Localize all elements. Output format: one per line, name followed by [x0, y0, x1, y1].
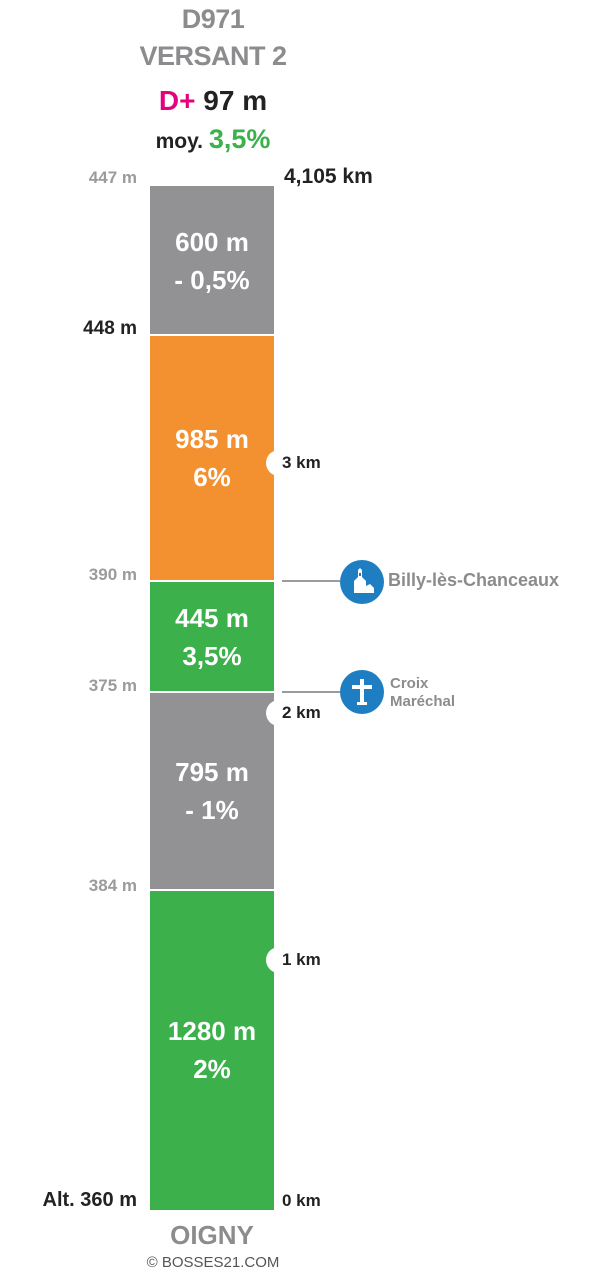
poi-label-line: Maréchal	[390, 693, 456, 710]
altitude-label: 448 m	[83, 318, 137, 339]
segment-grade: 6%	[193, 462, 231, 492]
segment-grade: - 0,5%	[174, 264, 250, 295]
poi-label: Billy-lès-Chanceaux	[388, 570, 560, 590]
copyright: © BOSSES21.COM	[146, 1254, 280, 1271]
altitude-label: 375 m	[88, 676, 137, 695]
altitude-start: Alt. 360 m	[42, 1189, 137, 1211]
km-marker: 3 km	[282, 453, 321, 472]
dplus-value: 97 m	[203, 85, 268, 116]
segment-divider	[150, 334, 274, 336]
poi-label-line: Croix	[390, 675, 429, 692]
elevation-gain: D+ 97 m	[0, 85, 426, 117]
segment-divider	[150, 889, 274, 891]
segment-3: 445 m 3,5%	[150, 581, 274, 692]
km-marker: 1 km	[282, 950, 321, 969]
versant-title: VERSANT 2	[139, 41, 287, 71]
segment-length: 795 m	[175, 757, 249, 787]
start-town: OIGNY	[170, 1220, 254, 1250]
segment-length: 445 m	[175, 602, 249, 633]
segment-grade: 2%	[193, 1054, 231, 1084]
distance-top: 4,105 km	[284, 165, 373, 188]
poi-connector	[282, 691, 340, 693]
altitude-label: 390 m	[88, 565, 137, 584]
segment-length: 600 m	[175, 226, 249, 257]
segment-divider	[150, 580, 274, 582]
segment-5: 1280 m 2%	[150, 890, 274, 1210]
dplus-label: D+	[158, 85, 196, 116]
moy-value: 3,5%	[208, 124, 271, 154]
segment-divider	[150, 691, 274, 693]
road-title: D971	[181, 4, 245, 34]
moy-label: moy.	[155, 130, 204, 153]
segment-grade: - 1%	[185, 795, 239, 825]
segment-grade: 3,5%	[182, 640, 242, 671]
segment-length: 985 m	[175, 424, 249, 454]
altitude-top: 447 m	[88, 168, 137, 187]
km-notch	[266, 700, 288, 726]
km-marker: 2 km	[282, 703, 321, 722]
altitude-label: 384 m	[88, 876, 137, 895]
km-notch	[266, 450, 288, 476]
church-icon	[340, 560, 384, 604]
cross-icon	[340, 670, 384, 714]
poi-connector	[282, 580, 340, 582]
average-grade: moy. 3,5%	[0, 124, 426, 155]
segment-1: 600 m - 0,5%	[150, 186, 274, 335]
poi-label: Croix Maréchal	[390, 675, 455, 711]
km-marker: 0 km	[282, 1191, 321, 1210]
segment-2: 985 m 6%	[150, 335, 274, 581]
segment-4: 795 m - 1%	[150, 692, 274, 890]
km-notch	[266, 947, 288, 973]
segment-length: 1280 m	[167, 1016, 257, 1046]
